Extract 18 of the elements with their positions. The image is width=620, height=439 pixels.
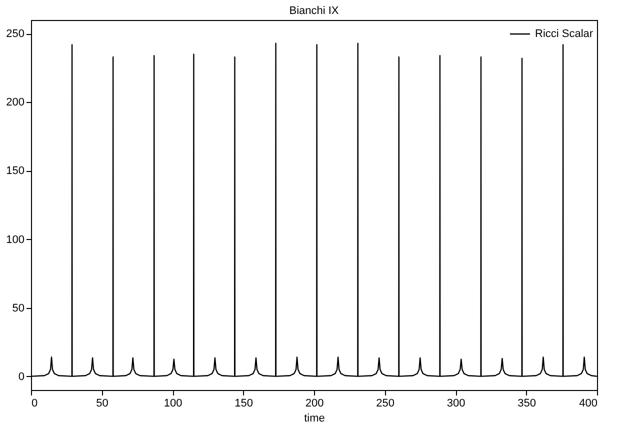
y-tick-label: 150 — [6, 165, 24, 178]
x-tick-label: 200 — [305, 398, 324, 410]
x-tick-label: 0 — [32, 398, 38, 410]
x-tick-label: 150 — [234, 398, 253, 410]
legend-label: Ricci Scalar — [535, 28, 594, 40]
y-tick-label: 0 — [18, 370, 24, 383]
x-tick-label: 250 — [376, 398, 394, 410]
y-tick-label: 250 — [6, 28, 24, 40]
y-tick-label: 100 — [6, 234, 24, 246]
y-tick-label: 200 — [6, 96, 24, 109]
y-tick-label: 50 — [12, 302, 24, 314]
x-tick-label: 400 — [579, 398, 598, 410]
x-tick-label: 50 — [96, 398, 108, 410]
x-tick-label: 300 — [446, 398, 466, 410]
x-axis-title: time — [304, 412, 325, 424]
x-tick-label: 350 — [518, 398, 536, 410]
chart-title: Bianchi IX — [289, 5, 340, 17]
x-tick-label: 100 — [164, 398, 182, 410]
